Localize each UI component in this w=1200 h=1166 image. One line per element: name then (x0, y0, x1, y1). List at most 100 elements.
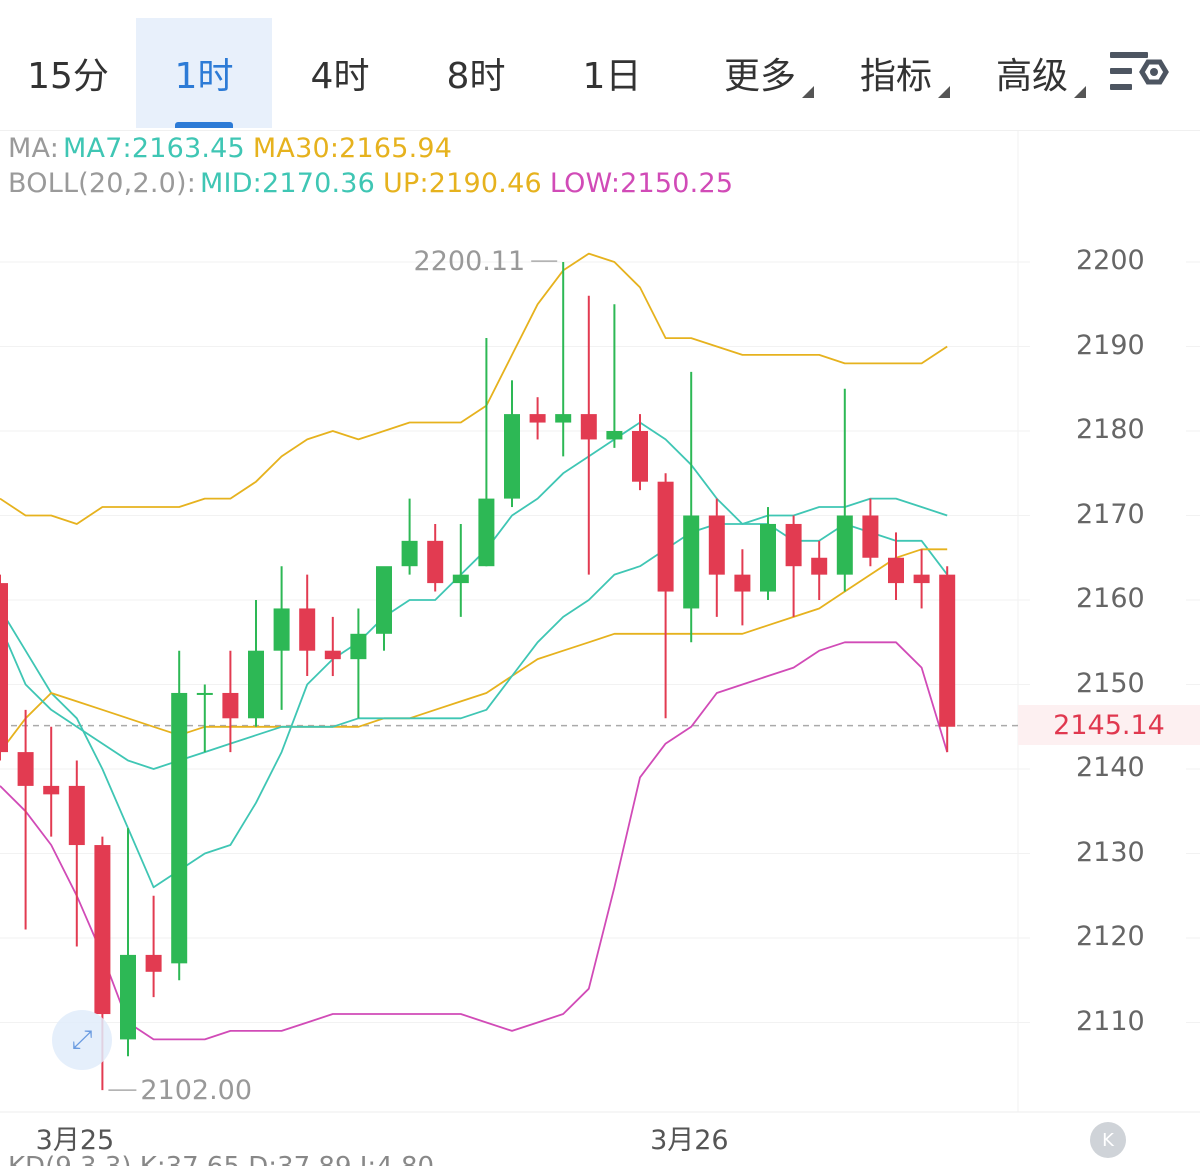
candle-body (273, 608, 290, 651)
tab-more[interactable]: 更多 (710, 18, 814, 128)
candle (273, 566, 290, 710)
candle (401, 498, 418, 575)
tab-1day[interactable]: 1日 (582, 56, 642, 97)
candles (0, 262, 956, 1091)
candle (760, 507, 776, 600)
current-price-value: 2145.14 (1053, 709, 1165, 741)
candle (862, 498, 879, 567)
candle-body (939, 574, 956, 727)
candle-body (734, 574, 751, 592)
boll-up-line (0, 252, 948, 525)
candle (376, 566, 392, 651)
candle-body (68, 785, 85, 846)
candle-body (196, 692, 213, 695)
expand-chart-button[interactable]: ⤢ (52, 1010, 112, 1070)
y-axis-tick-label: 2110 (1076, 1005, 1145, 1037)
candle-body (401, 540, 418, 567)
ma-prefix: MA: (8, 133, 59, 164)
candle (299, 574, 316, 677)
candle (427, 523, 444, 592)
boll-legend: BOLL(20,2.0): MID:2170.36 UP:2190.46 LOW:21… (8, 168, 741, 199)
candle (836, 388, 853, 592)
active-tab-indicator (175, 122, 233, 128)
candle (913, 549, 930, 609)
candle (120, 828, 136, 1057)
candle (248, 600, 264, 727)
candle (888, 532, 904, 600)
candle (555, 262, 572, 457)
candle (171, 650, 188, 981)
candle-body (17, 752, 34, 786)
expand-arrows-icon: ⤢ (71, 1024, 93, 1055)
candle-body (248, 650, 264, 719)
candle (43, 726, 60, 837)
y-axis-tick-label: 2120 (1076, 921, 1145, 952)
candle (632, 414, 648, 491)
candle-body (0, 583, 8, 753)
low-price-label: 2102.00 (140, 1075, 252, 1106)
candle-body (324, 650, 341, 660)
boll-mid-line (0, 497, 948, 770)
y-axis-tick-label: 2150 (1076, 667, 1145, 699)
y-axis-tick-label: 2200 (1076, 245, 1145, 276)
candle-body (683, 515, 700, 609)
candle-body (43, 785, 60, 795)
tab-advanced[interactable]: 高级 (982, 18, 1086, 128)
candle (452, 523, 469, 617)
candle (68, 760, 85, 947)
y-axis-tick-label: 2160 (1076, 583, 1145, 614)
candle-body (529, 414, 546, 423)
candle (17, 709, 34, 930)
candle (504, 380, 520, 508)
candle (657, 473, 674, 719)
candle-body (760, 523, 776, 592)
boll-mid-value: MID:2170.36 (200, 168, 376, 199)
candle-body (836, 515, 853, 575)
tab-1hour[interactable]: 1时 (136, 18, 272, 128)
ma30-value: MA30:2165.94 (252, 133, 453, 164)
y-axis-tick-label: 2130 (1076, 836, 1145, 868)
candle (606, 304, 623, 448)
candle (683, 371, 700, 643)
tab-4hour[interactable]: 4时 (310, 56, 370, 97)
candle-body (504, 414, 520, 499)
candle (196, 684, 213, 753)
annotations: 2200.11 2102.00 (108, 246, 558, 1106)
candle (785, 515, 802, 617)
y-axis-tick-label: 2140 (1076, 752, 1145, 783)
candle-body (120, 954, 136, 1040)
y-axis-tick-label: 2170 (1076, 498, 1145, 530)
candle (734, 549, 751, 626)
candle (0, 574, 8, 761)
timeframe-tabs: 15分 1时 4时 8时 1日 更多 指标 高级 (0, 0, 1200, 131)
boll-prefix: BOLL(20,2.0): (8, 168, 197, 199)
boll-up-value: UP:2190.46 (383, 168, 542, 199)
candle (811, 540, 828, 600)
k-icon: K (1102, 1129, 1114, 1151)
kline-toggle-button[interactable]: K (1090, 1122, 1126, 1158)
candle (708, 498, 725, 617)
x-axis-date-label: 3月25 (35, 1125, 115, 1156)
candle (529, 397, 546, 440)
tab-15min[interactable]: 15分 (27, 56, 109, 97)
y-axis-tick-label: 2180 (1076, 414, 1145, 445)
boll-low-line (0, 641, 949, 1041)
tab-indicators[interactable]: 指标 (846, 18, 950, 128)
candle-body (299, 608, 316, 651)
current-price-tag: 2145.14 (1018, 705, 1200, 745)
candle (145, 895, 162, 998)
boll-low-value: LOW:2150.25 (549, 168, 734, 199)
grid-lines (0, 130, 1200, 1113)
candle-body (862, 515, 879, 558)
high-price-label: 2200.11 (414, 246, 526, 277)
candle (324, 616, 341, 677)
ma30-line (0, 548, 948, 753)
candle (478, 338, 495, 567)
candle-body (657, 481, 674, 592)
candle-body (171, 692, 188, 964)
candle-body (708, 515, 725, 575)
tab-8hour[interactable]: 8时 (446, 56, 506, 97)
candle-body (376, 566, 392, 634)
chart-settings-icon[interactable] (1110, 46, 1174, 102)
